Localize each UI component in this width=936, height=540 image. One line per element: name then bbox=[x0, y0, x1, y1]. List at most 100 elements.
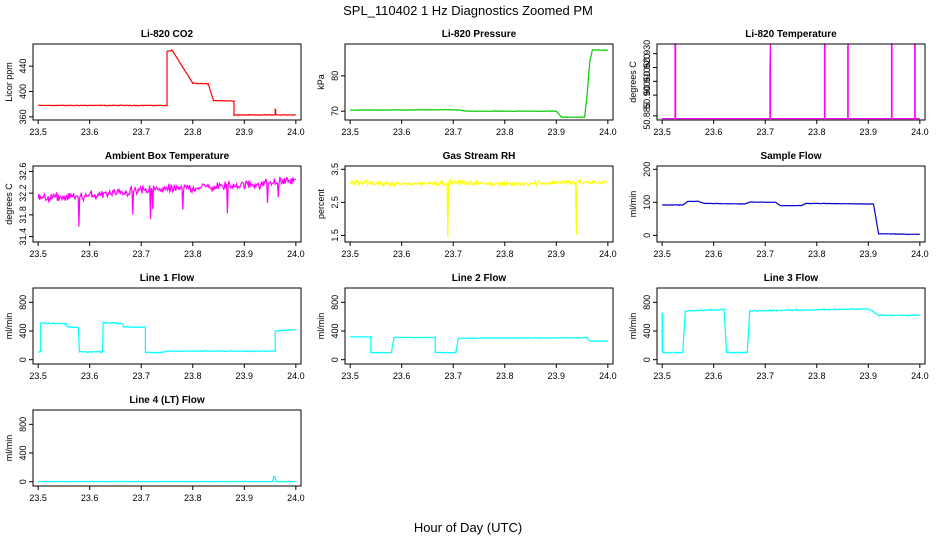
x-tick-label: 23.8 bbox=[184, 249, 202, 259]
y-tick-label: 400 bbox=[330, 324, 340, 339]
y-tick-label: 50.920 bbox=[642, 54, 652, 82]
plot-frame bbox=[656, 43, 926, 121]
panel-title: Ambient Box Temperature bbox=[105, 151, 230, 162]
y-tick-label: 31.8 bbox=[18, 206, 28, 224]
plot-frame bbox=[656, 287, 926, 365]
x-tick-label: 23.9 bbox=[860, 249, 878, 259]
series-line bbox=[662, 43, 920, 120]
x-tick-label: 23.9 bbox=[236, 249, 254, 259]
y-tick-label: 400 bbox=[18, 324, 28, 339]
y-axis-label: ml/min bbox=[628, 313, 638, 340]
x-tick-label: 23.8 bbox=[496, 127, 514, 137]
x-tick-label: 23.6 bbox=[393, 127, 411, 137]
y-tick-label: 400 bbox=[18, 446, 28, 461]
x-tick-label: 23.6 bbox=[393, 371, 411, 381]
y-tick-label: 800 bbox=[18, 295, 28, 310]
x-tick-label: 23.6 bbox=[81, 249, 99, 259]
x-tick-label: 23.5 bbox=[341, 371, 359, 381]
x-tick-label: 23.5 bbox=[29, 371, 47, 381]
x-tick-label: 23.8 bbox=[184, 493, 202, 503]
panel-title: Sample Flow bbox=[760, 151, 821, 162]
y-axis-label: kPa bbox=[316, 74, 326, 90]
x-tick-label: 23.9 bbox=[860, 371, 878, 381]
x-tick-label: 24.0 bbox=[599, 371, 617, 381]
panel-title: Line 3 Flow bbox=[764, 273, 819, 284]
y-tick-label: 50.930 bbox=[642, 40, 652, 68]
plot-frame bbox=[344, 287, 614, 365]
y-tick-label: 2.5 bbox=[330, 196, 340, 209]
x-tick-label: 23.7 bbox=[756, 127, 774, 137]
panel-title: Li-820 Temperature bbox=[745, 29, 837, 40]
y-tick-label: 800 bbox=[642, 295, 652, 310]
x-tick-label: 23.5 bbox=[341, 127, 359, 137]
panel-li-820-co2: Li-820 CO2 Licor ppm 23.5 23.6 23.7 23.8 23.9 2… bbox=[4, 29, 305, 137]
panel-line-4-lt-flow: Line 4 (LT) Flow ml/min 23.5 23.6 23.7 23.8 23… bbox=[4, 395, 305, 503]
x-tick-label: 23.5 bbox=[653, 249, 671, 259]
x-tick-label: 24.0 bbox=[599, 249, 617, 259]
y-axis-label: percent bbox=[316, 188, 326, 219]
x-tick-label: 24.0 bbox=[287, 249, 305, 259]
y-tick-label: 400 bbox=[18, 84, 28, 99]
y-tick-label: 200 bbox=[642, 162, 652, 177]
x-tick-label: 23.9 bbox=[860, 127, 878, 137]
x-tick-label: 23.7 bbox=[756, 249, 774, 259]
x-tick-label: 23.5 bbox=[29, 127, 47, 137]
plot-frame bbox=[32, 43, 302, 121]
y-tick-label: 31.4 bbox=[18, 228, 28, 246]
x-tick-label: 23.7 bbox=[132, 371, 150, 381]
x-tick-label: 23.7 bbox=[444, 127, 462, 137]
x-tick-label: 23.8 bbox=[808, 249, 826, 259]
x-tick-label: 23.9 bbox=[236, 493, 254, 503]
y-tick-label: 1.5 bbox=[330, 229, 340, 242]
x-tick-label: 23.6 bbox=[705, 127, 723, 137]
panel-line-1-flow: Line 1 Flow ml/min 23.5 23.6 23.7 23.8 23.9 24.… bbox=[4, 273, 305, 381]
x-tick-label: 23.7 bbox=[756, 371, 774, 381]
x-tick-label: 23.9 bbox=[548, 249, 566, 259]
series-line bbox=[37, 48, 296, 117]
y-tick-label: 800 bbox=[18, 417, 28, 432]
y-axis-label: degrees C bbox=[628, 61, 638, 103]
plot-frame bbox=[656, 165, 926, 243]
y-tick-label: 70 bbox=[330, 106, 340, 116]
panel-gas-stream-rh: Gas Stream RH percent 23.5 23.6 23.7 23.8 23.9… bbox=[316, 151, 617, 259]
y-tick-label: 0 bbox=[18, 479, 28, 484]
x-tick-label: 23.6 bbox=[393, 249, 411, 259]
panel-sample-flow: Sample Flow ml/min 23.5 23.6 23.7 23.8 23.9 24.… bbox=[628, 151, 929, 259]
x-tick-label: 23.5 bbox=[653, 371, 671, 381]
x-tick-label: 24.0 bbox=[287, 493, 305, 503]
x-tick-label: 23.7 bbox=[132, 493, 150, 503]
y-axis-label: ml/min bbox=[628, 191, 638, 218]
x-tick-label: 23.8 bbox=[496, 371, 514, 381]
x-tick-label: 23.8 bbox=[184, 127, 202, 137]
y-tick-label: 0 bbox=[18, 357, 28, 362]
panel-line-3-flow: Line 3 Flow ml/min 23.5 23.6 23.7 23.8 23.9 24.… bbox=[628, 273, 929, 381]
x-tick-label: 23.6 bbox=[705, 249, 723, 259]
panel-ambient-box-temperature: Ambient Box Temperature degrees C 23.5 23.6… bbox=[4, 151, 305, 259]
x-tick-label: 24.0 bbox=[911, 127, 929, 137]
x-tick-label: 23.5 bbox=[341, 249, 359, 259]
y-tick-label: 440 bbox=[18, 59, 28, 74]
x-tick-label: 23.9 bbox=[548, 371, 566, 381]
y-tick-label: 32.2 bbox=[18, 184, 28, 202]
panel-title: Line 1 Flow bbox=[140, 273, 195, 284]
series-line bbox=[661, 307, 921, 354]
panel-title: Line 4 (LT) Flow bbox=[129, 395, 205, 406]
panel-title: Li-820 Pressure bbox=[442, 29, 517, 40]
series-line bbox=[662, 200, 921, 236]
panel-line-2-flow: Line 2 Flow ml/min 23.5 23.6 23.7 23.8 23.9 24.… bbox=[316, 273, 617, 381]
x-tick-label: 23.8 bbox=[184, 371, 202, 381]
x-tick-label: 23.5 bbox=[29, 493, 47, 503]
x-tick-label: 23.7 bbox=[444, 249, 462, 259]
x-tick-label: 23.8 bbox=[808, 127, 826, 137]
series-line bbox=[350, 49, 608, 119]
y-axis-label: ml/min bbox=[4, 313, 14, 340]
x-tick-label: 24.0 bbox=[911, 249, 929, 259]
panel-li-820-pressure: Li-820 Pressure kPa 23.5 23.6 23.7 23.8 23.9 24… bbox=[316, 29, 617, 137]
plot-frame bbox=[32, 409, 302, 487]
y-tick-label: 400 bbox=[642, 324, 652, 339]
y-axis-label: degrees C bbox=[4, 183, 14, 225]
x-tick-label: 23.6 bbox=[81, 493, 99, 503]
x-tick-label: 23.6 bbox=[705, 371, 723, 381]
plot-frame bbox=[32, 287, 302, 365]
y-tick-label: 3.5 bbox=[330, 163, 340, 176]
